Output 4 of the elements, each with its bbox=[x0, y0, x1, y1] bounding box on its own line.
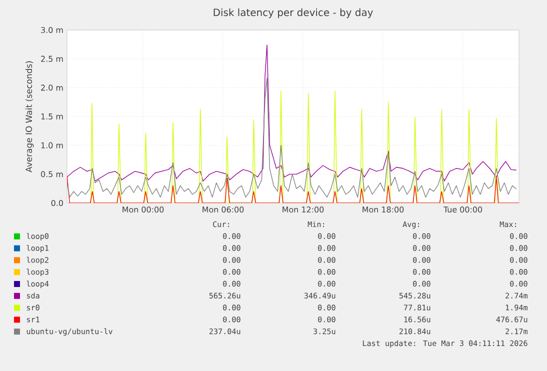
chart-title: Disk latency per device - by day bbox=[214, 8, 373, 18]
line-series bbox=[67, 78, 517, 198]
line-series bbox=[67, 176, 520, 203]
y-axis-title: Average IO Wait (seconds) bbox=[25, 61, 34, 172]
